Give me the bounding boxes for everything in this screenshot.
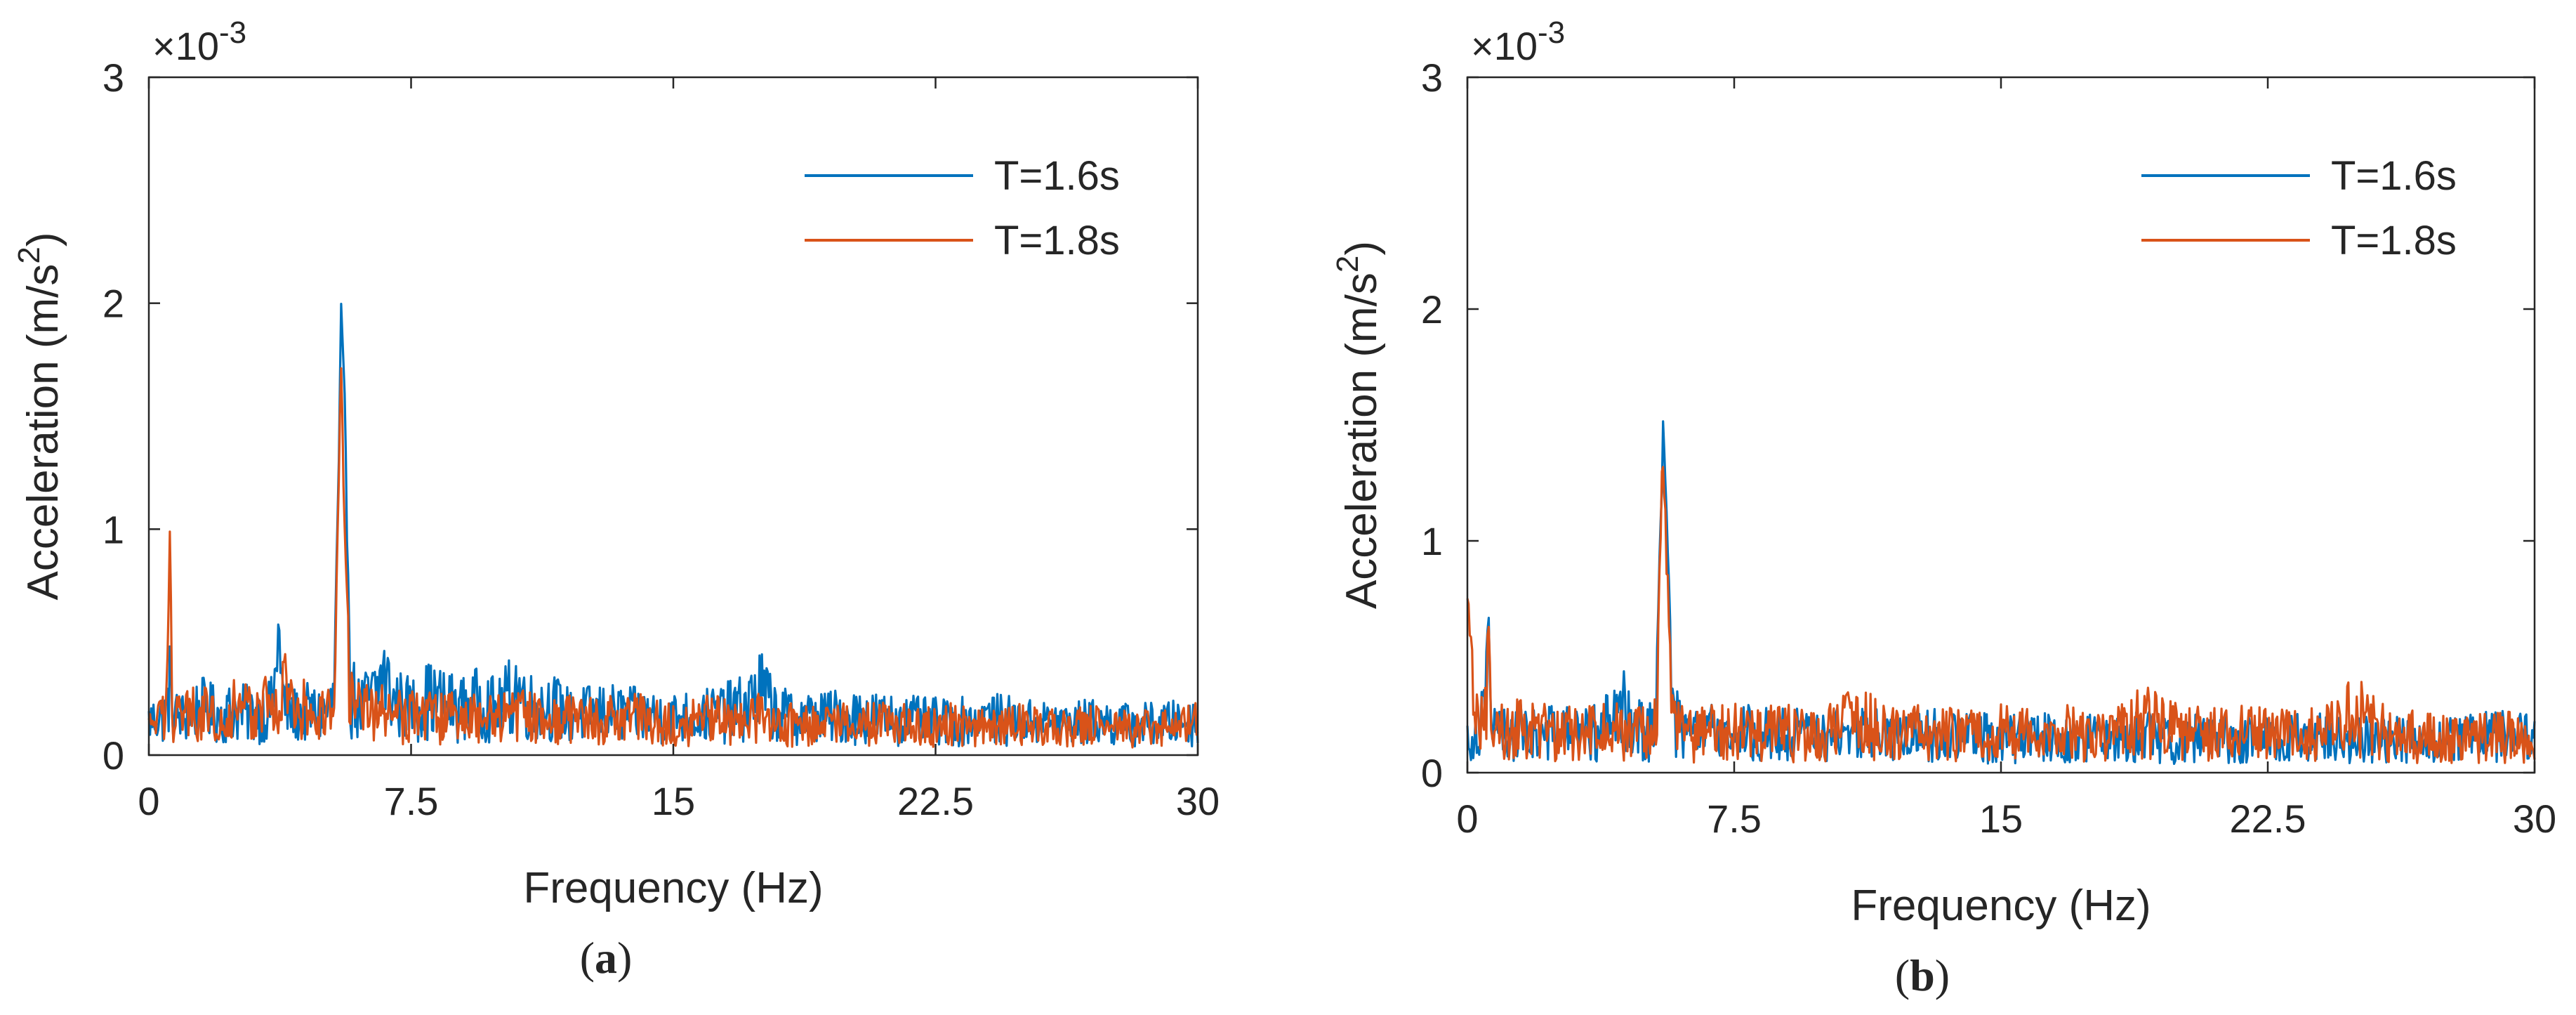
legend-label: T=1.6s — [994, 153, 1120, 199]
x-tick-label: 22.5 — [897, 779, 974, 823]
legend-label: T=1.6s — [2331, 153, 2457, 199]
x-tick-label: 0 — [138, 779, 159, 823]
x-tick-label: 15 — [652, 779, 695, 823]
legend-label: T=1.8s — [2331, 218, 2457, 263]
y-axis-label: Acceleration (m/s2) — [1330, 241, 1386, 609]
x-tick-label: 30 — [2513, 797, 2556, 841]
panel-a: 0 7.5 15 22.5 30 0 1 2 3 ×10-3 Frequency (Hz) Accel… — [12, 15, 1220, 983]
y-exponent-label: ×10-3 — [1471, 15, 1565, 68]
y-tick-label: 2 — [1421, 287, 1443, 332]
legend-label: T=1.8s — [994, 218, 1120, 263]
x-tick-label: 22.5 — [2230, 797, 2306, 841]
x-tick-label: 7.5 — [1707, 797, 1762, 841]
y-tick-label: 3 — [1421, 55, 1443, 100]
panel-caption: (a) — [580, 933, 633, 983]
y-tick-label: 0 — [103, 733, 124, 778]
y-tick-label: 3 — [103, 55, 124, 100]
x-tick-label: 30 — [1176, 779, 1220, 823]
y-axis-label: Acceleration (m/s2) — [12, 232, 67, 600]
y-exponent-label: ×10-3 — [152, 15, 246, 68]
series-line-t18 — [1466, 466, 2536, 764]
series-line-t18 — [147, 367, 1199, 749]
y-tick-label: 1 — [103, 507, 124, 551]
x-tick-label: 7.5 — [384, 779, 439, 823]
x-tick-label: 15 — [1979, 797, 2023, 841]
x-tick-label: 0 — [1456, 797, 1478, 841]
series-line-t16 — [147, 303, 1199, 748]
y-tick-label: 2 — [103, 282, 124, 326]
x-axis-label: Frequency (Hz) — [1851, 882, 2151, 930]
panel-b: 0 7.5 15 22.5 30 0 1 2 3 ×10-3 Frequency (Hz) Accel… — [1330, 15, 2556, 1000]
x-axis-label: Frequency (Hz) — [523, 864, 823, 912]
y-tick-label: 0 — [1421, 751, 1443, 795]
y-tick-label: 1 — [1421, 519, 1443, 563]
panel-caption: (b) — [1895, 950, 1950, 1000]
